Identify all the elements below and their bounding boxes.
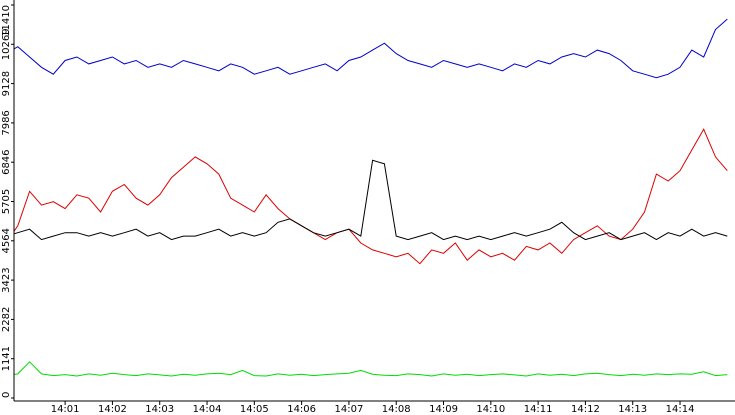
y-tick-label: 9128 xyxy=(1,71,12,96)
x-tick-label: 14:07 xyxy=(335,404,364,415)
x-tick-label: 14:04 xyxy=(193,404,222,415)
x-tick-label: 14:13 xyxy=(618,404,647,415)
x-tick-label: 14:08 xyxy=(382,404,411,415)
series-line xyxy=(5,159,728,241)
y-tick-label: 11410 xyxy=(1,5,12,37)
y-tick-label: 7986 xyxy=(1,110,12,135)
x-tick-label: 14:09 xyxy=(429,404,458,415)
x-tick-label: 14:10 xyxy=(476,404,505,415)
series-line xyxy=(5,361,728,377)
y-tick-label: 4564 xyxy=(1,228,12,253)
x-tick-label: 14:12 xyxy=(571,404,600,415)
series-line xyxy=(5,128,728,265)
y-tick-label: 2282 xyxy=(1,307,12,332)
y-tick-label: 1141 xyxy=(1,346,12,371)
x-tick-label: 14:02 xyxy=(98,404,127,415)
x-tick-label: 14:03 xyxy=(145,404,174,415)
y-axis-panel xyxy=(0,0,14,415)
series-line xyxy=(5,18,728,79)
x-tick-label: 14:01 xyxy=(51,404,80,415)
x-tick-label: 14:14 xyxy=(666,404,695,415)
x-tick-label: 14:11 xyxy=(524,404,553,415)
y-tick-label: 5705 xyxy=(1,189,12,214)
y-tick-label: 6846 xyxy=(1,149,12,174)
x-tick-label: 14:06 xyxy=(287,404,316,415)
y-tick-label: 10269 xyxy=(1,28,12,60)
y-tick-label: 0 xyxy=(1,392,12,398)
axes: 0 1141 2282 3423 4564 5705 6846 7986 9128 1026911… xyxy=(1,4,695,415)
y-tick-label: 3423 xyxy=(1,267,12,292)
plot-area xyxy=(5,18,728,377)
x-tick-label: 14:05 xyxy=(240,404,269,415)
